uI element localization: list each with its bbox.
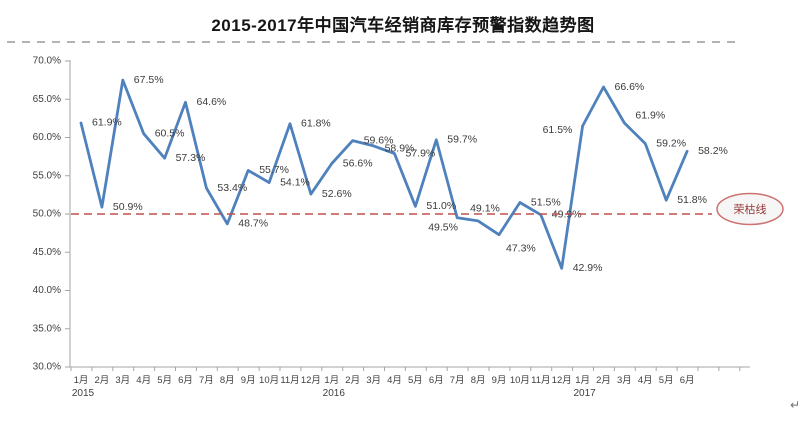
- data-point-label: 60.5%: [155, 127, 185, 139]
- x-axis-month-label: 5月: [408, 375, 423, 386]
- x-axis-month-label: 2月: [596, 375, 611, 386]
- data-point-label: 61.9%: [635, 110, 665, 122]
- title-separator-dashed-line: [7, 41, 738, 43]
- y-axis-tick-label: 65.0%: [33, 94, 61, 105]
- paragraph-return-mark: ↵: [790, 398, 801, 412]
- data-point-label: 47.3%: [506, 242, 536, 254]
- x-axis-month-label: 3月: [115, 375, 130, 386]
- x-axis-month-label: 4月: [387, 375, 402, 386]
- data-point-label: 52.6%: [322, 188, 352, 200]
- y-axis-tick-label: 40.0%: [33, 285, 61, 296]
- x-axis-month-label: 12月: [552, 375, 572, 386]
- x-axis-month-label: 7月: [199, 375, 214, 386]
- x-axis-year-label: 2017: [573, 388, 596, 399]
- data-point-label: 66.6%: [615, 81, 645, 93]
- x-axis-month-label: 6月: [680, 375, 695, 386]
- x-axis-month-label: 1月: [575, 375, 590, 386]
- x-axis-month-label: 3月: [617, 375, 632, 386]
- y-axis-tick-label: 35.0%: [33, 323, 61, 334]
- x-axis-year-label: 2016: [323, 388, 346, 399]
- data-point-label: 59.2%: [656, 137, 686, 149]
- data-point-label: 61.8%: [301, 118, 331, 130]
- data-point-label: 58.9%: [385, 143, 415, 155]
- data-point-label: 51.8%: [677, 194, 707, 206]
- x-axis-month-label: 6月: [429, 375, 444, 386]
- data-point-label: 42.9%: [573, 262, 603, 274]
- x-axis-year-label: 2015: [72, 388, 95, 399]
- data-point-label: 55.7%: [259, 164, 289, 176]
- x-axis-month-label: 5月: [659, 375, 674, 386]
- data-point-label: 58.2%: [698, 145, 728, 157]
- threshold-label: 荣枯线: [734, 202, 767, 216]
- data-point-label: 61.9%: [92, 117, 122, 129]
- data-point-label: 59.6%: [364, 134, 394, 146]
- y-axis-tick-label: 60.0%: [33, 132, 61, 143]
- x-axis-month-label: 9月: [492, 375, 507, 386]
- data-point-label: 54.1%: [280, 176, 310, 188]
- x-axis-month-label: 3月: [366, 375, 381, 386]
- x-axis-month-label: 2月: [95, 375, 110, 386]
- x-axis-month-label: 10月: [510, 375, 530, 386]
- x-axis-month-label: 4月: [638, 375, 653, 386]
- data-point-label: 51.5%: [531, 196, 561, 208]
- x-axis-month-label: 7月: [450, 375, 465, 386]
- x-axis-month-label: 4月: [136, 375, 151, 386]
- x-axis-month-label: 1月: [74, 375, 89, 386]
- data-point-label: 56.6%: [343, 157, 373, 169]
- x-axis-month-label: 8月: [471, 375, 486, 386]
- x-axis-month-label: 11月: [280, 375, 299, 386]
- data-point-label: 49.5%: [428, 222, 458, 234]
- data-point-label: 50.9%: [113, 201, 143, 213]
- data-point-label: 67.5%: [134, 74, 164, 86]
- data-point-label: 48.7%: [238, 218, 268, 230]
- x-axis-month-label: 10月: [259, 375, 279, 386]
- threshold-label-bubble: [716, 192, 784, 226]
- x-axis-month-label: 12月: [301, 375, 321, 386]
- x-axis-month-label: 6月: [178, 375, 193, 386]
- data-point-label: 59.7%: [447, 134, 477, 146]
- data-point-label: 57.3%: [176, 152, 206, 164]
- x-axis-month-label: 2月: [345, 375, 360, 386]
- data-point-label: 49.1%: [470, 203, 500, 215]
- data-point-label: 64.6%: [197, 96, 227, 108]
- y-axis-tick-label: 55.0%: [33, 170, 61, 181]
- y-axis-tick-label: 30.0%: [33, 362, 61, 373]
- x-axis-month-label: 5月: [157, 375, 172, 386]
- x-axis-month-label: 11月: [531, 375, 550, 386]
- y-axis-tick-label: 70.0%: [33, 56, 61, 67]
- x-axis-month-label: 1月: [324, 375, 339, 386]
- data-point-label: 61.5%: [543, 124, 573, 136]
- data-point-label: 57.9%: [406, 147, 436, 159]
- data-point-label: 51.0%: [426, 200, 456, 212]
- trend-line: [79, 78, 689, 270]
- y-axis-tick-label: 45.0%: [33, 247, 61, 258]
- x-axis-month-label: 9月: [241, 375, 256, 386]
- data-point-label: 53.4%: [217, 182, 247, 194]
- chart-title: 2015-2017年中国汽车经销商库存预警指数趋势图: [211, 16, 595, 35]
- x-axis-month-label: 8月: [220, 375, 235, 386]
- y-axis-tick-label: 50.0%: [33, 209, 61, 220]
